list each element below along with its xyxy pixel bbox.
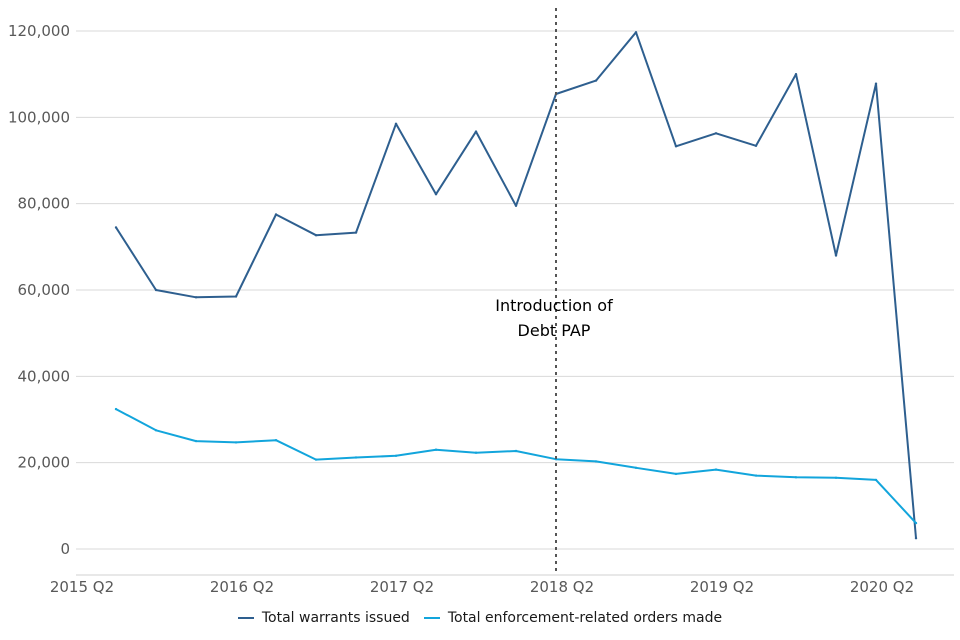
y-tick-label: 40,000 [18,367,71,385]
y-tick-label: 20,000 [18,454,71,472]
series-line-orders [115,408,917,524]
y-tick-label: 60,000 [18,281,71,299]
x-tick-label: 2020 Q2 [850,578,914,596]
data-point-orders [794,476,798,479]
data-point-warrants [874,82,878,85]
data-point-warrants [754,144,758,147]
data-point-orders [674,472,678,476]
data-point-warrants [194,296,198,299]
data-point-orders [754,474,758,477]
y-tick-label: 80,000 [18,195,71,213]
legend: Total warrants issued Total enforcement-… [0,610,960,626]
data-point-warrants [234,295,238,298]
x-axis-tick-labels: 2015 Q2 2016 Q2 2017 Q2 2018 Q2 2019 Q2 2020 … [50,578,914,596]
data-point-warrants [154,288,158,292]
data-point-warrants [714,132,718,135]
data-point-orders [434,448,438,451]
data-point-warrants [394,122,398,126]
data-point-warrants [594,79,598,82]
x-tick-label: 2018 Q2 [530,578,594,596]
data-point-orders [714,468,718,471]
legend-item-warrants: Total warrants issued [237,610,410,626]
data-point-orders [514,449,518,453]
data-point-warrants [634,31,638,34]
annotation-text: Introduction of [495,296,613,315]
x-tick-label: 2017 Q2 [370,578,434,596]
data-point-orders [834,476,838,479]
data-point-orders [234,441,238,444]
data-point-warrants [314,234,318,237]
data-point-warrants [434,193,438,196]
data-point-warrants [354,231,358,234]
data-point-warrants [794,73,798,76]
data-point-orders [194,439,198,443]
data-point-warrants [514,204,518,207]
y-tick-label: 100,000 [8,108,70,126]
y-tick-label: 0 [60,540,70,558]
data-point-warrants [914,537,918,540]
legend-swatch-warrants [237,617,254,619]
data-point-orders [354,456,358,459]
annotation-text: Debt PAP [518,321,591,340]
data-point-orders [314,458,318,461]
data-point-orders [114,407,118,411]
data-point-orders [634,466,638,469]
legend-item-orders: Total enforcement-related orders made [423,610,723,626]
data-point-warrants [274,213,278,216]
legend-swatch-orders [423,617,440,619]
x-tick-label: 2016 Q2 [210,578,274,596]
data-point-orders [594,460,598,463]
data-point-orders [394,454,398,457]
legend-label-warrants: Total warrants issued [261,610,410,626]
data-point-warrants [674,145,678,148]
data-point-orders [274,439,278,442]
gridlines [76,30,954,550]
legend-label-orders: Total enforcement-related orders made [447,610,723,626]
data-point-orders [914,521,918,525]
data-point-warrants [474,130,478,133]
y-tick-label: 120,000 [8,22,70,40]
data-point-orders [474,451,478,454]
x-tick-label: 2019 Q2 [690,578,754,596]
y-axis-tick-labels: 0 20,000 40,000 60,000 80,000 100,000 120,000 [8,22,70,558]
data-point-warrants [834,254,838,257]
annotation: Introduction of Debt PAP [495,8,613,575]
data-point-orders [874,478,878,482]
x-tick-label: 2015 Q2 [50,578,114,596]
data-point-orders [154,429,158,432]
series-lines [114,31,918,540]
data-point-warrants [114,226,118,229]
